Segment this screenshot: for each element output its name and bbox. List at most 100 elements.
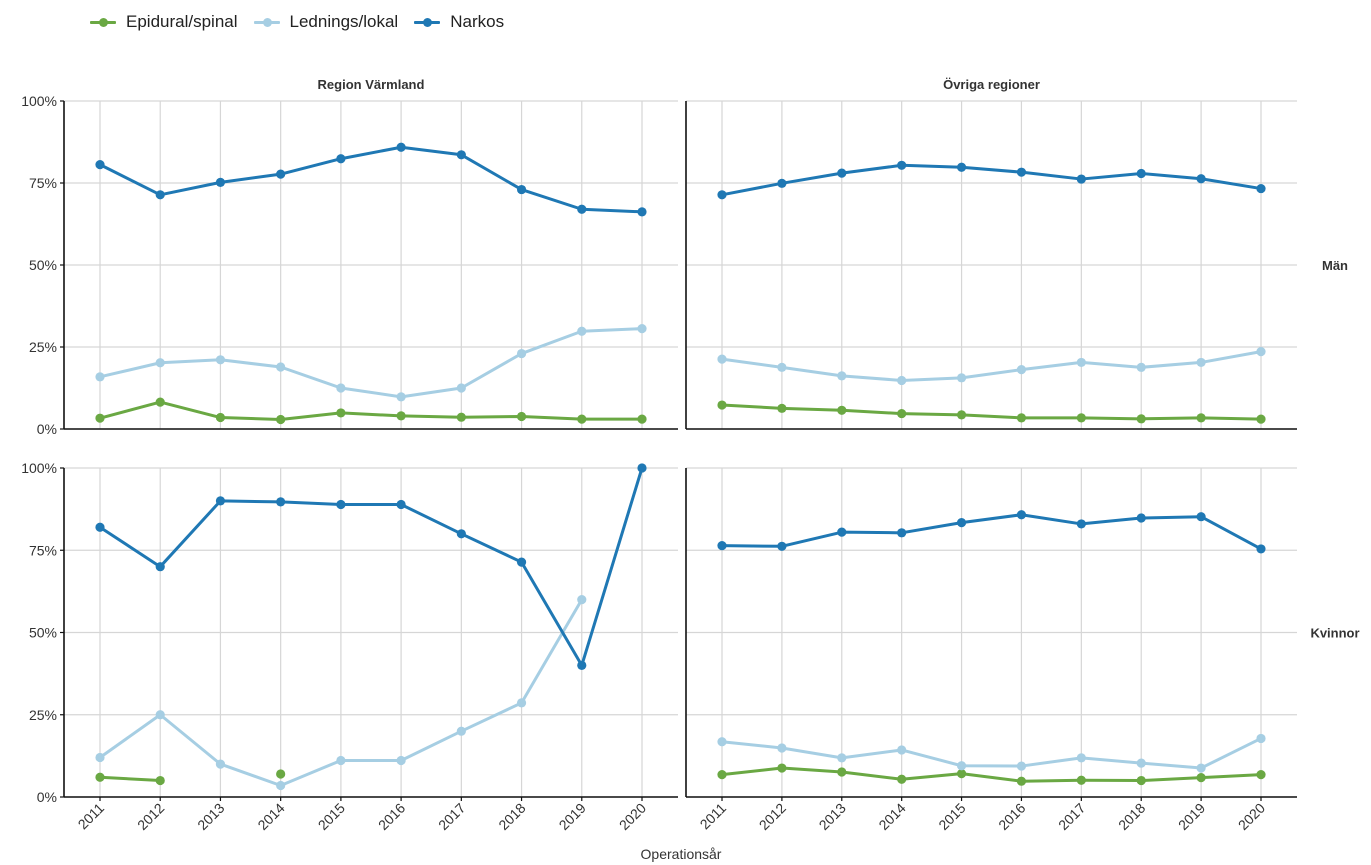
data-point (1076, 357, 1086, 368)
legend-label: Lednings/lokal (289, 12, 399, 31)
data-point (777, 362, 787, 372)
data-point (396, 499, 406, 510)
data-point (336, 755, 346, 766)
data-point (897, 375, 907, 386)
data-point (956, 518, 967, 528)
data-point (717, 770, 727, 780)
y-tick-label: 50% (29, 625, 57, 641)
x-tick-label: 2011 (75, 800, 108, 833)
series-line (720, 163, 1263, 197)
series-lednings-lokal (95, 324, 647, 402)
data-point (276, 414, 286, 425)
data-point (637, 324, 647, 334)
data-point (456, 529, 466, 539)
data-point (1076, 753, 1086, 763)
data-point (336, 383, 346, 393)
data-point (897, 408, 907, 419)
x-tick-label: 2016 (375, 800, 408, 833)
x-tick-label: 2015 (315, 800, 348, 833)
panel-kvinnor-ovriga-regioner: 2011 2012 2013 2014 2015 2016 2017 2018 2019 2020 (685, 467, 1297, 833)
data-point (215, 496, 226, 506)
series-narkos (95, 463, 647, 671)
data-point (336, 154, 346, 164)
data-point (1076, 174, 1086, 184)
x-tick-label: 2014 (875, 800, 908, 833)
series-epidural-spinal (95, 769, 286, 786)
data-point (396, 411, 406, 421)
data-point (577, 326, 587, 336)
x-tick-label: 2012 (756, 800, 789, 833)
data-point (1136, 168, 1146, 179)
series-line (98, 466, 644, 667)
data-point (1196, 772, 1206, 783)
x-tick-label: 2013 (816, 800, 849, 833)
x-tick-label: 2020 (1235, 800, 1268, 833)
data-point (215, 759, 226, 769)
data-point (837, 527, 847, 537)
data-point (456, 150, 466, 160)
data-point (956, 761, 967, 771)
data-point (276, 362, 286, 372)
data-point (95, 160, 105, 170)
data-point (717, 541, 727, 551)
data-point (1136, 513, 1146, 523)
y-tick-label: 75% (29, 542, 57, 558)
data-point (456, 726, 466, 736)
data-point (516, 411, 527, 422)
legend-label: Epidural/spinal (126, 12, 238, 31)
data-point (777, 541, 787, 551)
data-point (1136, 362, 1146, 372)
data-point (95, 752, 105, 763)
series-lednings-lokal (717, 733, 1266, 773)
data-point (396, 392, 406, 402)
data-point (637, 463, 647, 473)
data-point (837, 371, 847, 381)
data-point (777, 178, 787, 188)
y-tick-label: 25% (29, 339, 57, 355)
data-point (717, 737, 727, 747)
x-tick-label: 2011 (697, 800, 730, 833)
legend-item-lednings-lokal[interactable]: Lednings/lokal (252, 12, 399, 32)
data-point (1256, 183, 1266, 194)
data-point (1016, 167, 1027, 177)
data-point (956, 769, 967, 779)
series-line (720, 766, 1263, 783)
series-line (720, 736, 1263, 770)
data-point (777, 743, 787, 753)
data-point (1076, 775, 1086, 785)
data-point (95, 522, 105, 532)
data-point (1136, 775, 1146, 786)
x-tick-label: 2014 (254, 800, 287, 833)
data-point (215, 412, 226, 423)
data-point (1256, 544, 1266, 554)
data-point (516, 557, 527, 567)
legend-item-narkos[interactable]: Narkos (412, 12, 504, 32)
data-point (1256, 414, 1266, 424)
data-point (215, 177, 226, 187)
data-point (516, 184, 527, 195)
x-tick-label: 2018 (495, 800, 528, 833)
data-point (897, 745, 907, 755)
data-point (897, 160, 907, 170)
data-point (456, 412, 466, 422)
data-point (1016, 365, 1027, 375)
x-tick-label: 2016 (995, 800, 1028, 833)
series-lednings-lokal (717, 346, 1266, 386)
data-point (1256, 733, 1266, 744)
data-point (717, 190, 727, 200)
data-point (956, 410, 967, 420)
x-tick-label: 2012 (134, 800, 167, 833)
y-tick-label: 0% (37, 789, 57, 805)
x-tick-label: 2013 (194, 800, 227, 833)
facet-title-ovriga-regioner: Övriga regioner (943, 77, 1040, 92)
data-point (837, 753, 847, 763)
legend-key-narkos (412, 12, 442, 32)
legend-label: Narkos (450, 12, 505, 31)
series-epidural-spinal (717, 400, 1266, 424)
y-tick-label: 100% (21, 93, 57, 109)
data-point (1076, 413, 1086, 423)
legend-item-epidural-spinal[interactable]: Epidural/spinal (88, 12, 238, 32)
data-point (155, 190, 165, 200)
x-tick-label: 2015 (935, 800, 968, 833)
facet-title-region-varmland: Region Värmland (318, 77, 425, 92)
